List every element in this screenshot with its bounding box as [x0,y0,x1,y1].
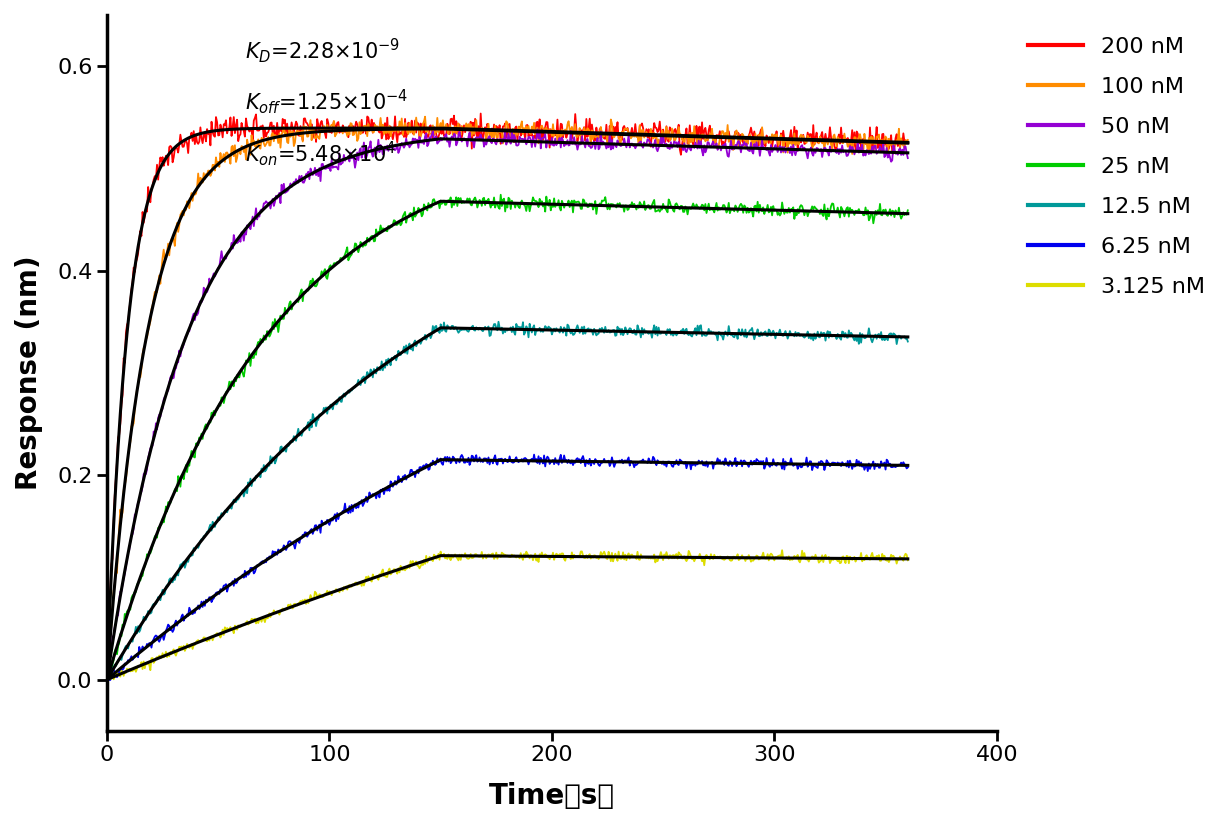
X-axis label: Time（s）: Time（s） [489,782,615,810]
200 nM [100,672,115,682]
6.25 nM [797,460,812,469]
Legend: 200 nM, 100 nM, 50 nM, 25 nM, 12.5 nM, 6.25 nM, 3.125 nM: 200 nM, 100 nM, 50 nM, 25 nM, 12.5 nM, 6… [1016,26,1216,309]
50 nM [796,145,811,155]
25 nM [493,190,508,200]
50 nM [530,125,545,134]
3.125 nM [707,550,722,560]
3.125 nM [309,588,324,598]
12.5 nM [492,317,506,327]
200 nM [707,132,722,142]
100 nM [100,681,115,691]
12.5 nM [708,330,723,340]
6.25 nM [100,672,115,682]
100 nM [308,133,323,143]
50 nM [274,198,288,208]
25 nM [901,205,915,215]
25 nM [309,281,324,291]
12.5 nM [447,324,462,334]
200 nM [446,119,461,129]
200 nM [308,124,323,134]
100 nM [893,134,908,144]
25 nM [447,200,462,210]
100 nM [707,134,722,144]
12.5 nM [309,421,324,431]
50 nM [893,150,908,160]
50 nM [100,674,115,684]
6.25 nM [894,460,909,469]
3.125 nM [101,675,116,685]
100 nM [447,127,462,137]
6.25 nM [447,453,462,463]
200 nM [473,109,488,119]
25 nM [100,672,115,681]
3.125 nM [901,555,915,565]
3.125 nM [775,545,790,555]
6.25 nM [101,676,116,686]
Line: 12.5 nM: 12.5 nM [107,322,908,680]
25 nM [103,672,118,681]
100 nM [901,135,915,145]
Text: $K_{D}$=2.28×10$^{-9}$
$K_{off}$=1.25×10$^{-4}$
$K_{on}$=5.48×10$^{4}$: $K_{D}$=2.28×10$^{-9}$ $K_{off}$=1.25×10… [245,36,408,167]
200 nM [274,125,288,134]
Line: 3.125 nM: 3.125 nM [107,550,908,680]
50 nM [707,142,722,152]
6.25 nM [309,521,324,530]
3.125 nM [275,605,290,615]
3.125 nM [447,551,462,561]
Y-axis label: Response (nm): Response (nm) [15,256,43,490]
Line: 25 nM: 25 nM [107,195,908,676]
12.5 nM [275,441,290,451]
Line: 50 nM: 50 nM [107,130,908,679]
100 nM [796,131,811,141]
12.5 nM [901,337,915,346]
25 nM [797,210,812,220]
50 nM [901,153,915,163]
50 nM [446,134,461,144]
6.25 nM [901,463,915,473]
6.25 nM [275,546,290,556]
200 nM [796,130,811,139]
50 nM [308,163,323,172]
100 nM [418,111,432,121]
6.25 nM [527,450,542,460]
Line: 6.25 nM: 6.25 nM [107,455,908,681]
200 nM [901,139,915,148]
12.5 nM [100,674,115,684]
3.125 nM [100,673,115,683]
12.5 nM [894,332,909,342]
12.5 nM [797,332,812,342]
Line: 100 nM: 100 nM [107,116,908,686]
6.25 nM [708,460,723,469]
3.125 nM [797,548,812,558]
3.125 nM [894,553,909,563]
25 nM [708,203,723,213]
12.5 nM [101,675,116,685]
25 nM [275,314,290,323]
25 nM [894,211,909,221]
200 nM [893,139,908,148]
100 nM [274,143,288,153]
Line: 200 nM: 200 nM [107,114,908,677]
